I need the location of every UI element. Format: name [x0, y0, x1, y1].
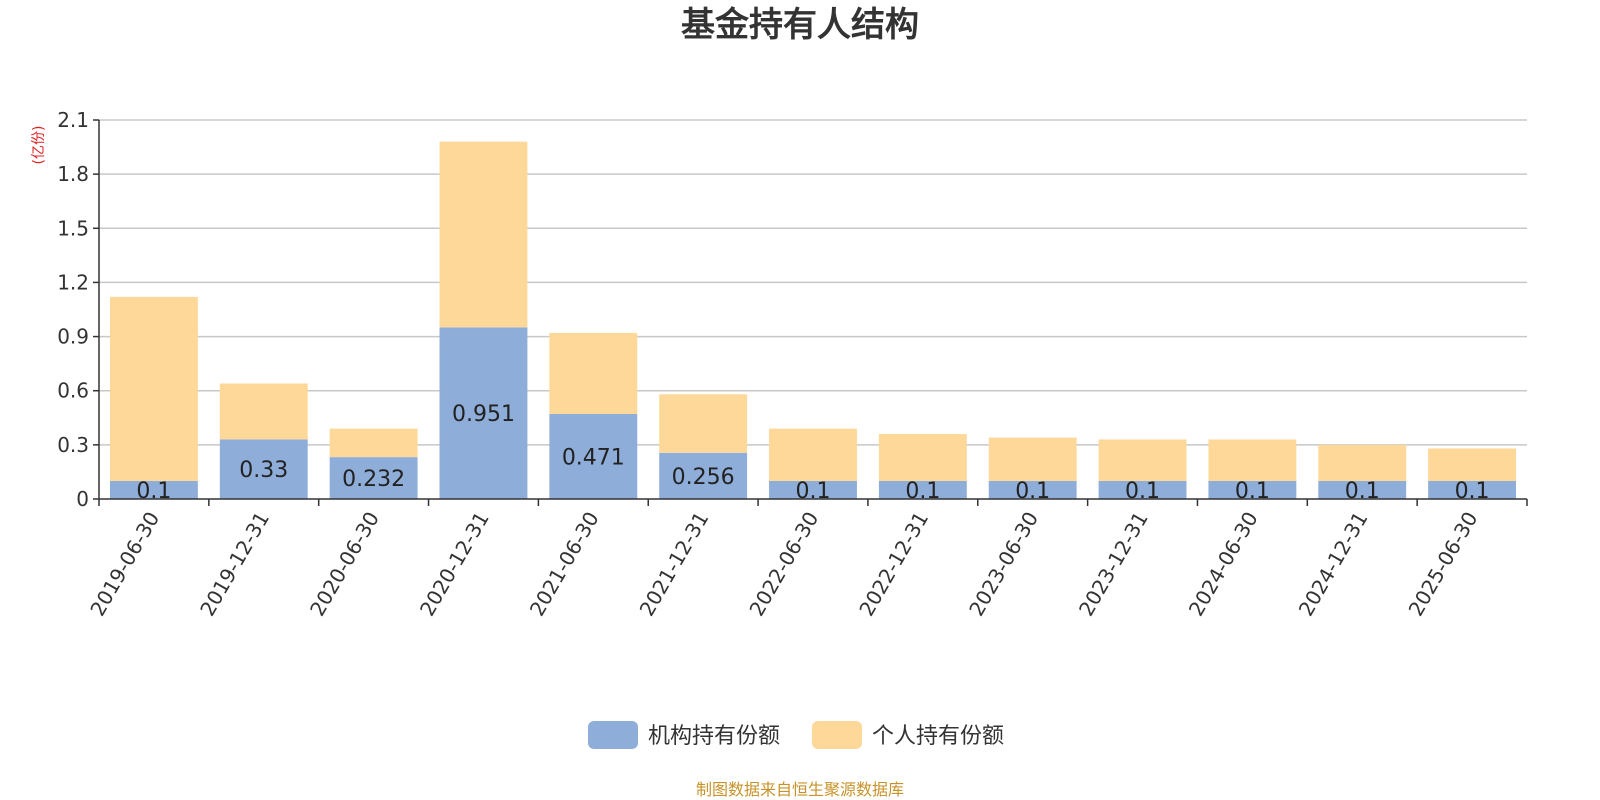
data-label-2023-06-30: 0.1	[1015, 479, 1050, 504]
data-label-2022-12-31: 0.1	[905, 479, 940, 504]
x-tick-label-6: 2022-06-30	[744, 508, 823, 621]
legend-label-1: 个人持有份额	[872, 724, 1004, 749]
bar-institutional-2019-06-30	[109, 480, 198, 499]
legend-swatch-0	[588, 721, 638, 749]
x-tick-label-10: 2024-06-30	[1184, 508, 1263, 621]
x-tick-label-4: 2021-06-30	[525, 508, 604, 621]
x-tick-label-12: 2025-06-30	[1404, 508, 1483, 621]
bar-individual-2021-12-31	[659, 394, 748, 453]
bar-institutional-2019-12-31	[219, 439, 308, 499]
data-label-2021-12-31: 0.256	[672, 465, 735, 490]
x-tick-label-2: 2020-06-30	[305, 508, 384, 621]
bar-institutional-2024-06-30	[1208, 480, 1297, 499]
y-tick-label-3: 0.9	[57, 325, 89, 349]
bar-individual-2019-12-31	[219, 383, 308, 440]
bar-institutional-2022-06-30	[769, 480, 857, 499]
data-label-2019-06-30: 0.1	[136, 479, 171, 504]
y-tick-label-4: 1.2	[57, 270, 89, 294]
bar-individual-2022-12-31	[878, 434, 967, 481]
y-axis-unit-label: (亿份)	[31, 126, 47, 165]
bar-individual-2022-06-30	[769, 428, 857, 481]
data-label-2022-06-30: 0.1	[796, 479, 831, 504]
data-source-note: 制图数据来自恒生聚源数据库	[696, 780, 904, 799]
legend: 机构持有份额 个人持有份额	[588, 721, 1004, 749]
bar-institutional-2020-12-31	[439, 327, 528, 499]
bar-institutional-2023-06-30	[988, 480, 1077, 499]
y-axis-tick-labels: 0 0.3 0.6 0.9 1.2 1.5 1.8 2.1	[57, 108, 89, 511]
bar-individual-2023-06-30	[988, 437, 1077, 481]
legend-label-0: 机构持有份额	[648, 724, 780, 749]
data-label-2019-12-31: 0.33	[239, 458, 288, 483]
bar-institutional-2024-12-31	[1318, 480, 1407, 499]
chart-title: 基金持有人结构	[681, 5, 919, 45]
bar-individual-2025-06-30	[1428, 448, 1517, 481]
gridlines	[99, 119, 1527, 446]
bar-individual-2024-12-31	[1318, 444, 1407, 481]
data-label-2025-06-30: 0.1	[1455, 479, 1490, 504]
y-tick-label-5: 1.5	[57, 216, 89, 240]
bar-institutional-2023-12-31	[1098, 480, 1187, 499]
x-axis-tick-labels: 2019-06-30 2019-12-31 2020-06-30 2020-12-31…	[85, 508, 1482, 621]
data-label-2024-06-30: 0.1	[1235, 479, 1270, 504]
data-label-2024-12-31: 0.1	[1345, 479, 1380, 504]
data-label-2020-12-31: 0.951	[452, 402, 515, 427]
y-tick-label-6: 1.8	[57, 162, 89, 186]
y-tick-label-0: 0	[76, 487, 89, 511]
bar-individual-2024-06-30	[1208, 439, 1297, 481]
x-tick-label-11: 2024-12-31	[1294, 508, 1373, 621]
x-tick-label-8: 2023-06-30	[964, 508, 1043, 621]
bar-individual-2020-06-30	[329, 428, 418, 458]
bar-institutional-2020-06-30	[329, 457, 418, 499]
x-tick-label-7: 2022-12-31	[854, 508, 933, 621]
x-tick-label-1: 2019-12-31	[195, 508, 274, 621]
data-label-2023-12-31: 0.1	[1125, 479, 1160, 504]
y-tick-label-2: 0.6	[57, 379, 89, 403]
bar-individual-2023-12-31	[1098, 439, 1187, 481]
bar-individual-2020-12-31	[439, 141, 528, 328]
axes	[93, 119, 1528, 506]
bar-institutional-2022-12-31	[878, 480, 967, 499]
y-tick-label-1: 0.3	[57, 433, 89, 457]
data-label-2021-06-30: 0.471	[562, 445, 625, 470]
bar-institutional-2021-06-30	[549, 413, 638, 499]
x-tick-label-0: 2019-06-30	[85, 508, 164, 621]
data-labels: 0.1 0.33 0.232 0.951 0.471 0.256 0.1 0.1 0.1 0.1 0…	[136, 402, 1489, 504]
x-tick-label-5: 2021-12-31	[635, 508, 714, 621]
legend-swatch-1	[812, 721, 862, 749]
bar-individual-2019-06-30	[109, 296, 198, 481]
bar-institutional-2025-06-30	[1428, 480, 1517, 499]
y-tick-label-7: 2.1	[57, 108, 89, 132]
bar-individual-2021-06-30	[549, 332, 638, 414]
bar-institutional-2021-12-31	[659, 452, 748, 499]
bars	[109, 141, 1517, 499]
x-tick-label-3: 2020-12-31	[415, 508, 494, 621]
data-label-2020-06-30: 0.232	[342, 467, 405, 492]
x-tick-label-9: 2023-12-31	[1074, 508, 1153, 621]
